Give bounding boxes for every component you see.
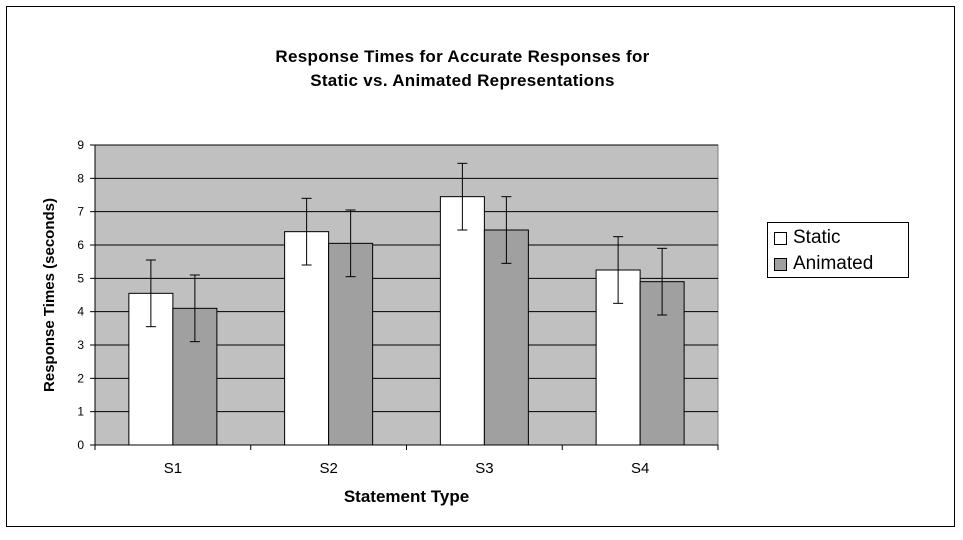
- y-tick-label: 5: [77, 271, 84, 285]
- y-tick-label: 6: [77, 238, 84, 252]
- legend-label-animated: Animated: [793, 253, 874, 274]
- bar-animated-s3: [483, 229, 529, 446]
- legend-swatch-animated: [774, 257, 787, 271]
- x-tick-label: S2: [319, 460, 337, 477]
- y-tick-label: 0: [77, 438, 84, 452]
- bar-static-s3: [439, 196, 485, 446]
- x-axis-title: Statement Type: [344, 487, 469, 506]
- y-tick-label: 2: [77, 371, 84, 385]
- legend-label-static: Static: [793, 227, 841, 248]
- y-tick-label: 1: [77, 405, 84, 419]
- legend: Static Animated: [767, 222, 909, 278]
- chart-title: Response Times for Accurate Responses fo…: [275, 47, 650, 66]
- y-tick-label: 3: [77, 338, 84, 352]
- y-tick-label: 7: [77, 205, 84, 219]
- y-tick-label: 8: [77, 171, 84, 185]
- x-tick-label: S1: [164, 460, 182, 477]
- x-tick-label: S4: [631, 460, 649, 477]
- bar-static-s2: [284, 231, 330, 446]
- y-axis-title: Response Times (seconds): [41, 198, 58, 392]
- legend-item-animated: Animated: [774, 253, 873, 275]
- legend-item-static: Static: [774, 227, 841, 249]
- chart-subtitle: Static vs. Animated Representations: [310, 71, 615, 90]
- y-tick-label: 9: [77, 138, 84, 152]
- x-tick-label: S3: [475, 460, 493, 477]
- legend-swatch-static: [774, 231, 787, 245]
- y-tick-label: 4: [77, 305, 84, 319]
